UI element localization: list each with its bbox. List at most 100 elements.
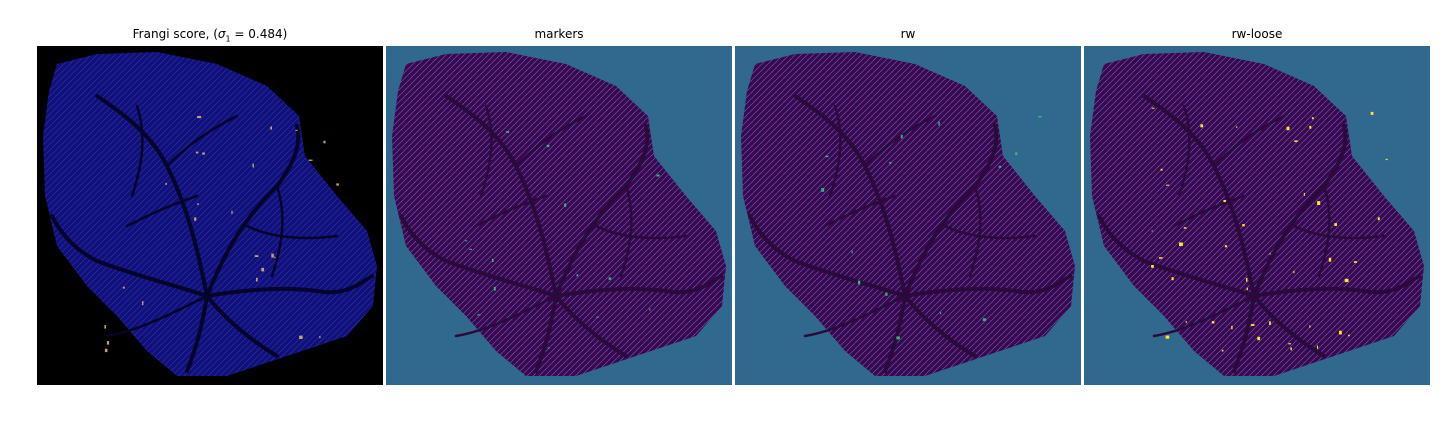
highlight-speck [1246,277,1248,282]
vessel-branch [1172,194,1246,228]
vessel-branch [554,274,723,298]
highlight-speck [1309,325,1311,328]
highlight-speck [1179,242,1183,246]
vessel-branch [105,294,209,338]
highlight-speck [998,165,1002,168]
highlight-speck [270,126,272,130]
highlight-speck [323,140,326,144]
panel-rw-image [735,46,1081,385]
vessel-branch [803,294,907,338]
highlight-speck [464,240,468,242]
vessel-branch [245,224,339,240]
highlight-speck [1171,277,1174,281]
vessel-branch [50,214,209,298]
highlight-speck [1257,336,1261,341]
highlight-speck [596,316,599,318]
highlight-speck [825,155,829,158]
vessel-branch [514,114,588,168]
highlight-speck [1246,287,1248,291]
highlight-speck [1211,321,1215,324]
highlight-speck [165,182,167,185]
vessel-branch [454,294,558,338]
highlight-speck [821,188,825,192]
highlight-speck [649,308,651,311]
vessel-branch [594,224,688,240]
panel-markers-image [386,46,732,385]
panel-title-markers: markers [534,27,584,41]
highlight-speck [492,258,494,262]
highlight-speck [252,163,254,168]
highlight-speck [1339,330,1342,335]
highlight-speck [546,144,550,148]
tissue-region [43,52,377,376]
vessel-branch [205,274,374,298]
highlight-speck [656,174,660,177]
vessel-branch [554,124,650,298]
highlight-speck [469,248,472,250]
vessel-branch [748,214,907,298]
highlight-speck [1200,124,1204,128]
highlight-speck [1269,253,1271,255]
vessel-branch [1097,214,1256,298]
highlight-speck [1377,217,1380,221]
highlight-speck [1269,321,1271,325]
vessel-branch [1232,294,1256,373]
highlight-speck [564,203,567,207]
highlight-speck [299,335,303,339]
tissue-region [392,52,726,376]
panel-title-frangi: Frangi score, (σ1 = 0.484) [132,27,288,44]
vessel-branch [554,294,628,358]
vessel-branch [883,294,907,373]
highlight-speck [106,341,110,345]
vessel-branch [863,114,937,168]
highlight-speck [1236,126,1238,128]
highlight-speck [319,336,321,339]
highlight-speck [576,274,579,277]
vessel-branch [185,294,209,373]
highlight-speck [104,325,106,329]
highlight-speck [261,267,265,272]
highlight-speck [1159,257,1163,259]
highlight-speck [1334,223,1337,226]
highlight-speck [900,134,903,139]
vessel-branch [205,124,301,298]
vessel-branch [1252,274,1421,298]
highlight-speck [1151,265,1154,268]
highlight-speck [122,286,125,289]
highlight-speck [1286,126,1290,131]
vessel-branch [828,104,842,198]
highlight-speck [1293,270,1295,274]
vessel-branch [1292,224,1386,240]
highlight-speck [197,203,199,205]
highlight-speck [1185,320,1187,323]
vessel-branch [823,194,897,228]
highlight-speck [1344,278,1349,283]
highlight-speck [1151,230,1153,232]
vessel-branch [1177,104,1191,198]
vessel-branch [903,294,977,358]
highlight-speck [194,217,197,221]
highlight-speck [1231,325,1233,330]
highlight-speck [308,159,313,161]
vessel-branch [130,104,144,198]
highlight-speck [231,210,233,214]
highlight-speck [1348,334,1350,337]
highlight-speck [885,292,888,296]
vessel-branch [1252,124,1348,298]
highlight-speck [477,314,481,316]
highlight-speck [939,312,942,315]
highlight-speck [1166,184,1170,186]
highlight-speck [1294,140,1298,142]
highlight-speck [1353,261,1357,263]
highlight-speck [1303,192,1305,196]
highlight-speck [295,129,298,131]
highlight-speck [851,250,853,254]
vessel-branch [1252,294,1326,358]
vessel-branch [205,294,279,358]
highlight-speck [889,162,892,164]
highlight-speck [493,286,496,291]
vessel-branch [479,104,493,198]
highlight-speck [1038,116,1042,118]
highlight-speck [1165,335,1170,339]
